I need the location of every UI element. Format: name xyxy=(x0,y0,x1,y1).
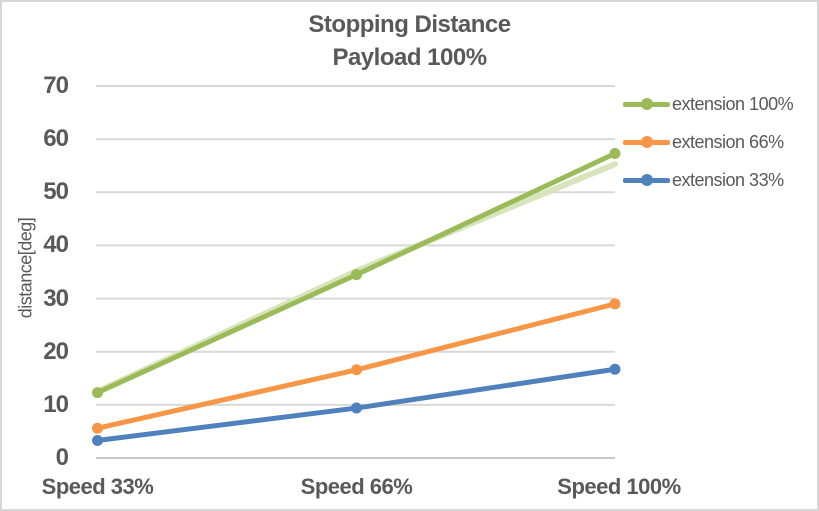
data-point xyxy=(92,422,103,434)
y-tick-label: 40 xyxy=(43,231,69,259)
legend-dot-icon xyxy=(640,174,653,186)
chart-title-line2: Payload 100% xyxy=(332,44,487,71)
legend-line-icon xyxy=(623,136,670,148)
y-tick-label: 10 xyxy=(43,390,69,418)
x-category-label: Speed 66% xyxy=(300,474,413,499)
legend-item-extension-66: extension 66% xyxy=(623,128,784,156)
chart-title: Stopping Distance Payload 100% xyxy=(2,8,817,74)
data-point xyxy=(92,387,103,399)
data-point xyxy=(351,269,362,281)
data-point xyxy=(351,402,362,414)
y-tick-label: 20 xyxy=(43,337,69,365)
x-category-label: Speed 33% xyxy=(41,474,154,499)
legend-item-extension-33: extension 33% xyxy=(623,166,784,194)
y-tick-label: 50 xyxy=(43,178,69,206)
legend-item-extension-100: extension 100% xyxy=(623,90,794,118)
legend-line-icon xyxy=(623,98,670,110)
data-point xyxy=(609,298,621,310)
y-tick-label: 30 xyxy=(43,284,69,312)
y-tick-label: 70 xyxy=(43,72,69,99)
legend-line-icon xyxy=(623,174,670,186)
legend-dot-icon xyxy=(640,98,653,110)
data-point xyxy=(609,147,621,159)
legend-label: extension 100% xyxy=(672,93,794,114)
data-point xyxy=(351,364,362,376)
y-tick-label: 0 xyxy=(55,444,69,471)
x-category-label: Speed 100% xyxy=(557,474,681,499)
legend-label: extension 33% xyxy=(672,169,784,190)
data-point xyxy=(609,363,621,375)
y-tick-label: 60 xyxy=(43,125,69,153)
chart-title-line1: Stopping Distance xyxy=(308,11,511,38)
data-point xyxy=(92,434,103,446)
legend-dot-icon xyxy=(640,136,653,148)
legend-label: extension 66% xyxy=(672,131,784,152)
